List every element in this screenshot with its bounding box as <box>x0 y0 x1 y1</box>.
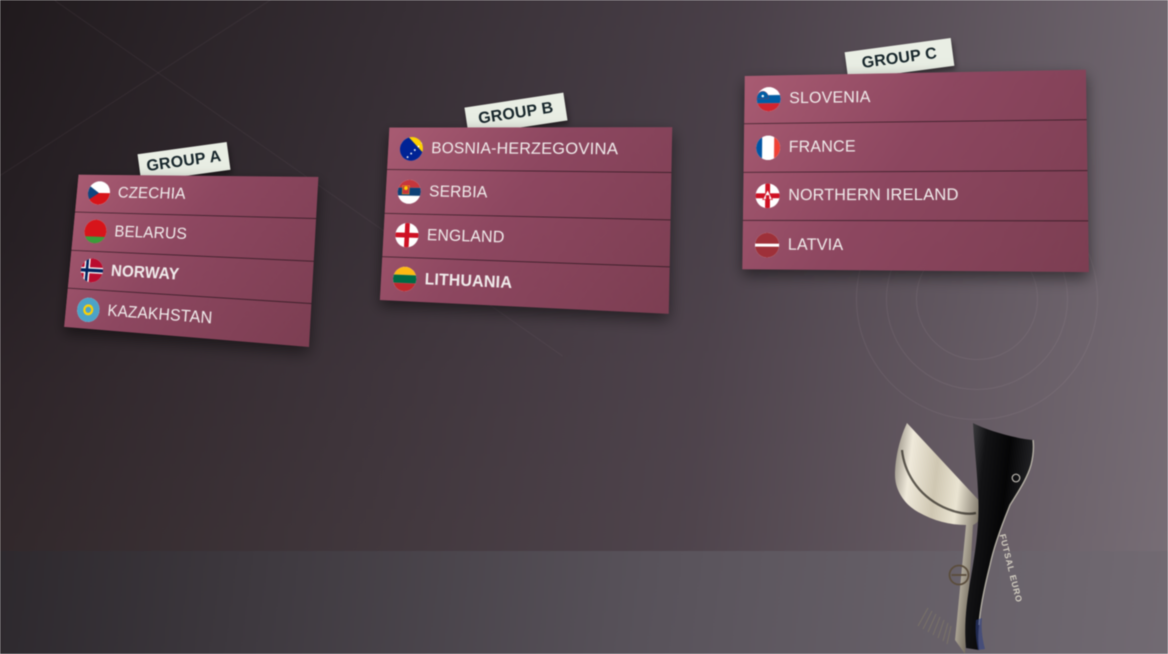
svg-text:FUTSAL EURO: FUTSAL EURO <box>998 533 1025 604</box>
